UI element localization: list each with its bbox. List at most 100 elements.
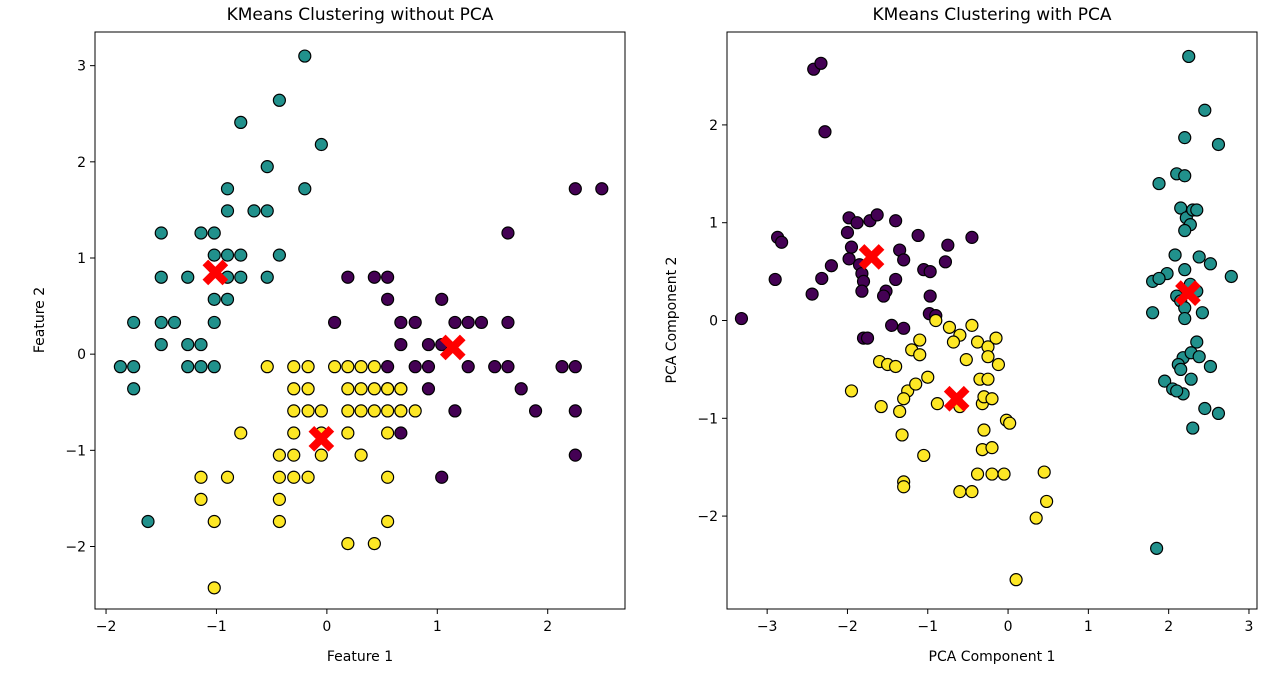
- data-point: [985, 392, 999, 406]
- data-point: [461, 360, 475, 374]
- data-point: [1037, 465, 1051, 479]
- data-point: [1195, 306, 1209, 320]
- data-point: [870, 208, 884, 222]
- data-point: [234, 248, 248, 262]
- data-point: [805, 287, 819, 301]
- data-point: [913, 333, 927, 347]
- data-point: [1198, 401, 1212, 416]
- y-tick-label: 0: [709, 314, 718, 330]
- data-point: [989, 331, 1003, 345]
- data-point: [301, 360, 315, 374]
- data-point: [1211, 137, 1226, 152]
- data-point: [1178, 263, 1192, 277]
- data-point: [207, 292, 221, 306]
- data-point: [167, 315, 182, 330]
- data-point: [501, 315, 515, 330]
- y-axis-label: Feature 2: [32, 287, 48, 353]
- data-point: [1168, 248, 1182, 262]
- data-point: [921, 370, 935, 384]
- data-point: [1203, 257, 1218, 271]
- x-axis-label: PCA Component 1: [929, 649, 1056, 665]
- data-point: [876, 289, 891, 303]
- data-point: [985, 441, 999, 455]
- data-point: [595, 182, 609, 196]
- data-point: [367, 382, 381, 396]
- data-point: [341, 537, 355, 551]
- data-point: [917, 448, 931, 463]
- data-point: [528, 404, 543, 418]
- data-point: [913, 348, 927, 362]
- centroid-marker: [308, 425, 335, 452]
- data-point: [568, 448, 582, 462]
- data-point: [301, 382, 315, 396]
- data-point: [1152, 271, 1166, 286]
- y-tick-label: 2: [709, 118, 718, 134]
- data-point: [381, 470, 395, 484]
- data-point: [287, 360, 301, 374]
- data-point: [941, 238, 955, 252]
- x-tick-label: −2: [96, 619, 117, 635]
- data-point: [247, 204, 261, 218]
- data-point: [341, 404, 355, 418]
- data-point: [1150, 541, 1164, 555]
- data-point: [220, 292, 235, 306]
- data-point: [328, 315, 342, 330]
- data-point: [234, 426, 248, 440]
- data-point: [965, 318, 979, 332]
- chart-without-pca: KMeans Clustering without PCA −2 −1 0 1 2−2−…: [32, 5, 626, 665]
- data-point: [461, 315, 475, 330]
- data-point: [889, 272, 903, 287]
- data-point: [367, 537, 381, 551]
- plot-frame: [726, 31, 1258, 610]
- data-point: [985, 467, 999, 481]
- data-point: [207, 226, 221, 240]
- data-point: [194, 492, 208, 506]
- data-point: [367, 404, 381, 418]
- data-point: [824, 259, 838, 273]
- data-point: [341, 426, 355, 440]
- data-point: [298, 49, 312, 63]
- data-point: [768, 272, 782, 287]
- data-point: [930, 397, 944, 411]
- data-point: [127, 315, 141, 330]
- data-point: [381, 404, 395, 418]
- data-point: [815, 271, 829, 286]
- data-point: [1190, 335, 1204, 349]
- data-point: [381, 382, 395, 396]
- data-point: [141, 514, 155, 529]
- data-point: [367, 270, 381, 284]
- x-tick-label: −2: [837, 619, 858, 635]
- data-point: [897, 321, 911, 335]
- data-point: [889, 359, 903, 374]
- data-point: [328, 360, 342, 374]
- data-point: [207, 360, 221, 374]
- data-point: [154, 337, 168, 352]
- data-point: [1198, 103, 1212, 117]
- data-point: [568, 404, 582, 418]
- data-point: [953, 485, 967, 499]
- x-tick-label: 1: [433, 619, 442, 635]
- data-point: [923, 265, 937, 279]
- data-point: [555, 360, 569, 374]
- x-tick-label: −1: [206, 619, 227, 635]
- data-point: [127, 382, 141, 396]
- data-point: [965, 230, 979, 244]
- data-point: [220, 204, 235, 218]
- data-point: [1170, 384, 1184, 398]
- data-point: [421, 382, 436, 396]
- y-tick-label: −1: [697, 411, 718, 427]
- data-point: [775, 235, 789, 249]
- data-point: [113, 360, 127, 374]
- data-point: [1178, 169, 1192, 183]
- data-point: [287, 404, 301, 418]
- data-point: [234, 270, 248, 284]
- data-point: [272, 93, 286, 107]
- data-point: [381, 270, 395, 284]
- data-point: [1192, 250, 1206, 264]
- tick-layer: −3 −2 −1 0 1 2 3 −2 −1 0 1 2: [697, 118, 1253, 635]
- data-point: [818, 125, 832, 139]
- x-tick-label: 1: [1084, 619, 1093, 635]
- data-point: [354, 404, 368, 418]
- chart-title: KMeans Clustering without PCA: [227, 5, 494, 25]
- data-point: [260, 160, 274, 174]
